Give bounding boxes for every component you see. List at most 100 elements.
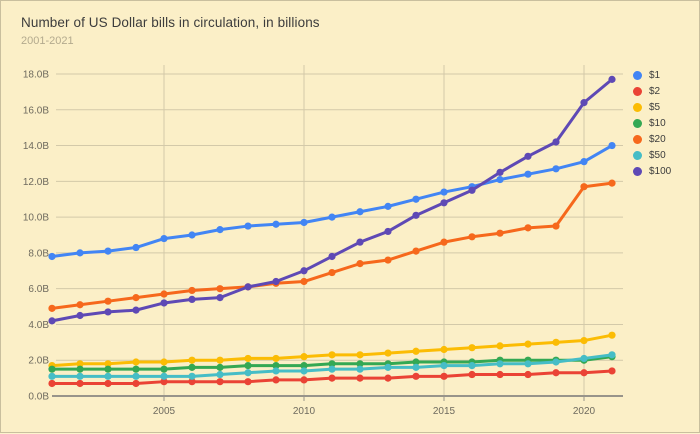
data-point-$2-2001 [48,379,56,388]
data-point-$2-2018 [524,370,532,379]
data-point-$10-2005 [160,365,168,373]
legend-item-$1[interactable]: $1 [633,67,671,83]
legend-label: $2 [649,85,661,97]
data-point-$100-2017 [496,168,504,176]
data-point-$100-2004 [132,306,140,314]
legend-label: $20 [649,133,666,145]
data-point-$2-2007 [216,378,224,386]
data-point-$20-2007 [216,285,224,293]
data-point-$20-2012 [356,260,364,268]
data-point-$10-2004 [132,365,140,373]
data-point-$1-2013 [384,202,392,210]
data-point-$2-2008 [244,378,252,386]
data-point-$100-2016 [468,186,476,194]
data-point-$2-2009 [272,376,280,384]
data-point-$100-2001 [48,317,56,325]
y-tick-label: 12.0B [23,177,49,188]
data-point-$5-2016 [468,344,476,352]
data-point-$1-2008 [244,222,252,230]
data-point-$50-2006 [188,372,196,380]
gridlines [56,65,623,401]
data-point-$100-2015 [440,199,448,207]
x-tick-label: 2005 [153,406,176,417]
data-point-$5-2003 [104,360,112,368]
legend-color-dot [633,86,642,96]
data-point-$50-2001 [48,372,56,380]
data-point-$2-2005 [160,378,168,386]
legend-color-dot [633,134,642,144]
legend-color-dot [633,118,642,128]
legend-label: $10 [649,117,666,129]
data-point-$1-2007 [216,226,224,234]
series-$50 [48,351,616,380]
data-point-$50-2017 [496,360,504,368]
data-point-$20-2016 [468,233,476,241]
data-point-$50-2009 [272,367,280,375]
data-point-$1-2009 [272,220,280,228]
series-$1 [48,141,616,261]
series-$100 [48,75,616,325]
legend-item-$100[interactable]: $100 [633,163,671,179]
data-point-$10-2007 [216,363,224,371]
data-point-$1-2015 [440,188,448,196]
data-point-$100-2014 [412,211,420,219]
data-point-$1-2017 [496,175,504,184]
data-point-$2-2011 [328,374,336,382]
data-point-$20-2015 [440,238,448,246]
chart-subtitle: 2001-2021 [21,35,74,47]
legend-item-$10[interactable]: $10 [633,115,671,131]
data-point-$50-2011 [328,365,336,373]
data-point-$10-2014 [412,358,420,366]
data-point-$5-2005 [160,358,168,366]
data-point-$20-2011 [328,268,336,277]
data-point-$5-2020 [580,336,588,345]
legend-color-dot [633,166,642,176]
legend-item-$2[interactable]: $2 [633,83,671,99]
data-point-$5-2010 [300,353,308,361]
legend-item-$5[interactable]: $5 [633,99,671,115]
data-point-$100-2005 [160,299,168,307]
legend-label: $100 [649,165,672,177]
data-point-$5-2007 [216,356,224,364]
data-point-$20-2017 [496,229,504,237]
y-tick-label: 18.0B [23,70,49,81]
data-point-$20-2020 [580,183,588,191]
data-point-$2-2004 [132,379,140,388]
data-point-$100-2007 [216,294,224,302]
data-point-$10-2010 [300,361,308,370]
legend-item-$50[interactable]: $50 [633,147,671,163]
data-point-$2-2012 [356,374,364,382]
data-point-$2-2014 [412,372,420,380]
legend-color-dot [633,102,642,112]
data-point-$10-2012 [356,360,364,368]
data-point-$5-2017 [496,342,504,350]
data-point-$20-2010 [300,277,308,286]
data-point-$2-2003 [104,379,112,388]
data-point-$2-2013 [384,374,392,382]
data-point-$20-2002 [76,301,84,309]
data-point-$5-2012 [356,351,364,359]
y-tick-label: 6.0B [28,284,49,295]
x-tick-label: 2015 [433,406,456,417]
data-point-$10-2003 [104,365,112,373]
legend-label: $1 [649,69,661,81]
data-point-$100-2009 [272,277,280,286]
data-point-$1-2021 [608,141,616,150]
data-point-$10-2009 [272,361,280,370]
data-point-$50-2003 [104,372,112,380]
y-axis-labels: 0.0B 2.0B 4.0B 6.0B 8.0B 10.0B 12.0B 14.0B 16.0B… [23,70,49,403]
data-point-$1-2005 [160,234,168,243]
series-$2 [48,367,616,388]
legend-item-$20[interactable]: $20 [633,131,671,147]
data-point-$5-2004 [132,358,140,366]
data-point-$2-2002 [76,379,84,388]
data-point-$20-2019 [552,222,560,230]
data-point-$50-2002 [76,372,84,380]
data-point-$5-2009 [272,354,280,363]
data-point-$1-2012 [356,208,364,216]
data-point-$50-2018 [524,360,532,368]
data-point-$10-2002 [76,365,84,373]
data-point-$1-2006 [188,231,196,239]
